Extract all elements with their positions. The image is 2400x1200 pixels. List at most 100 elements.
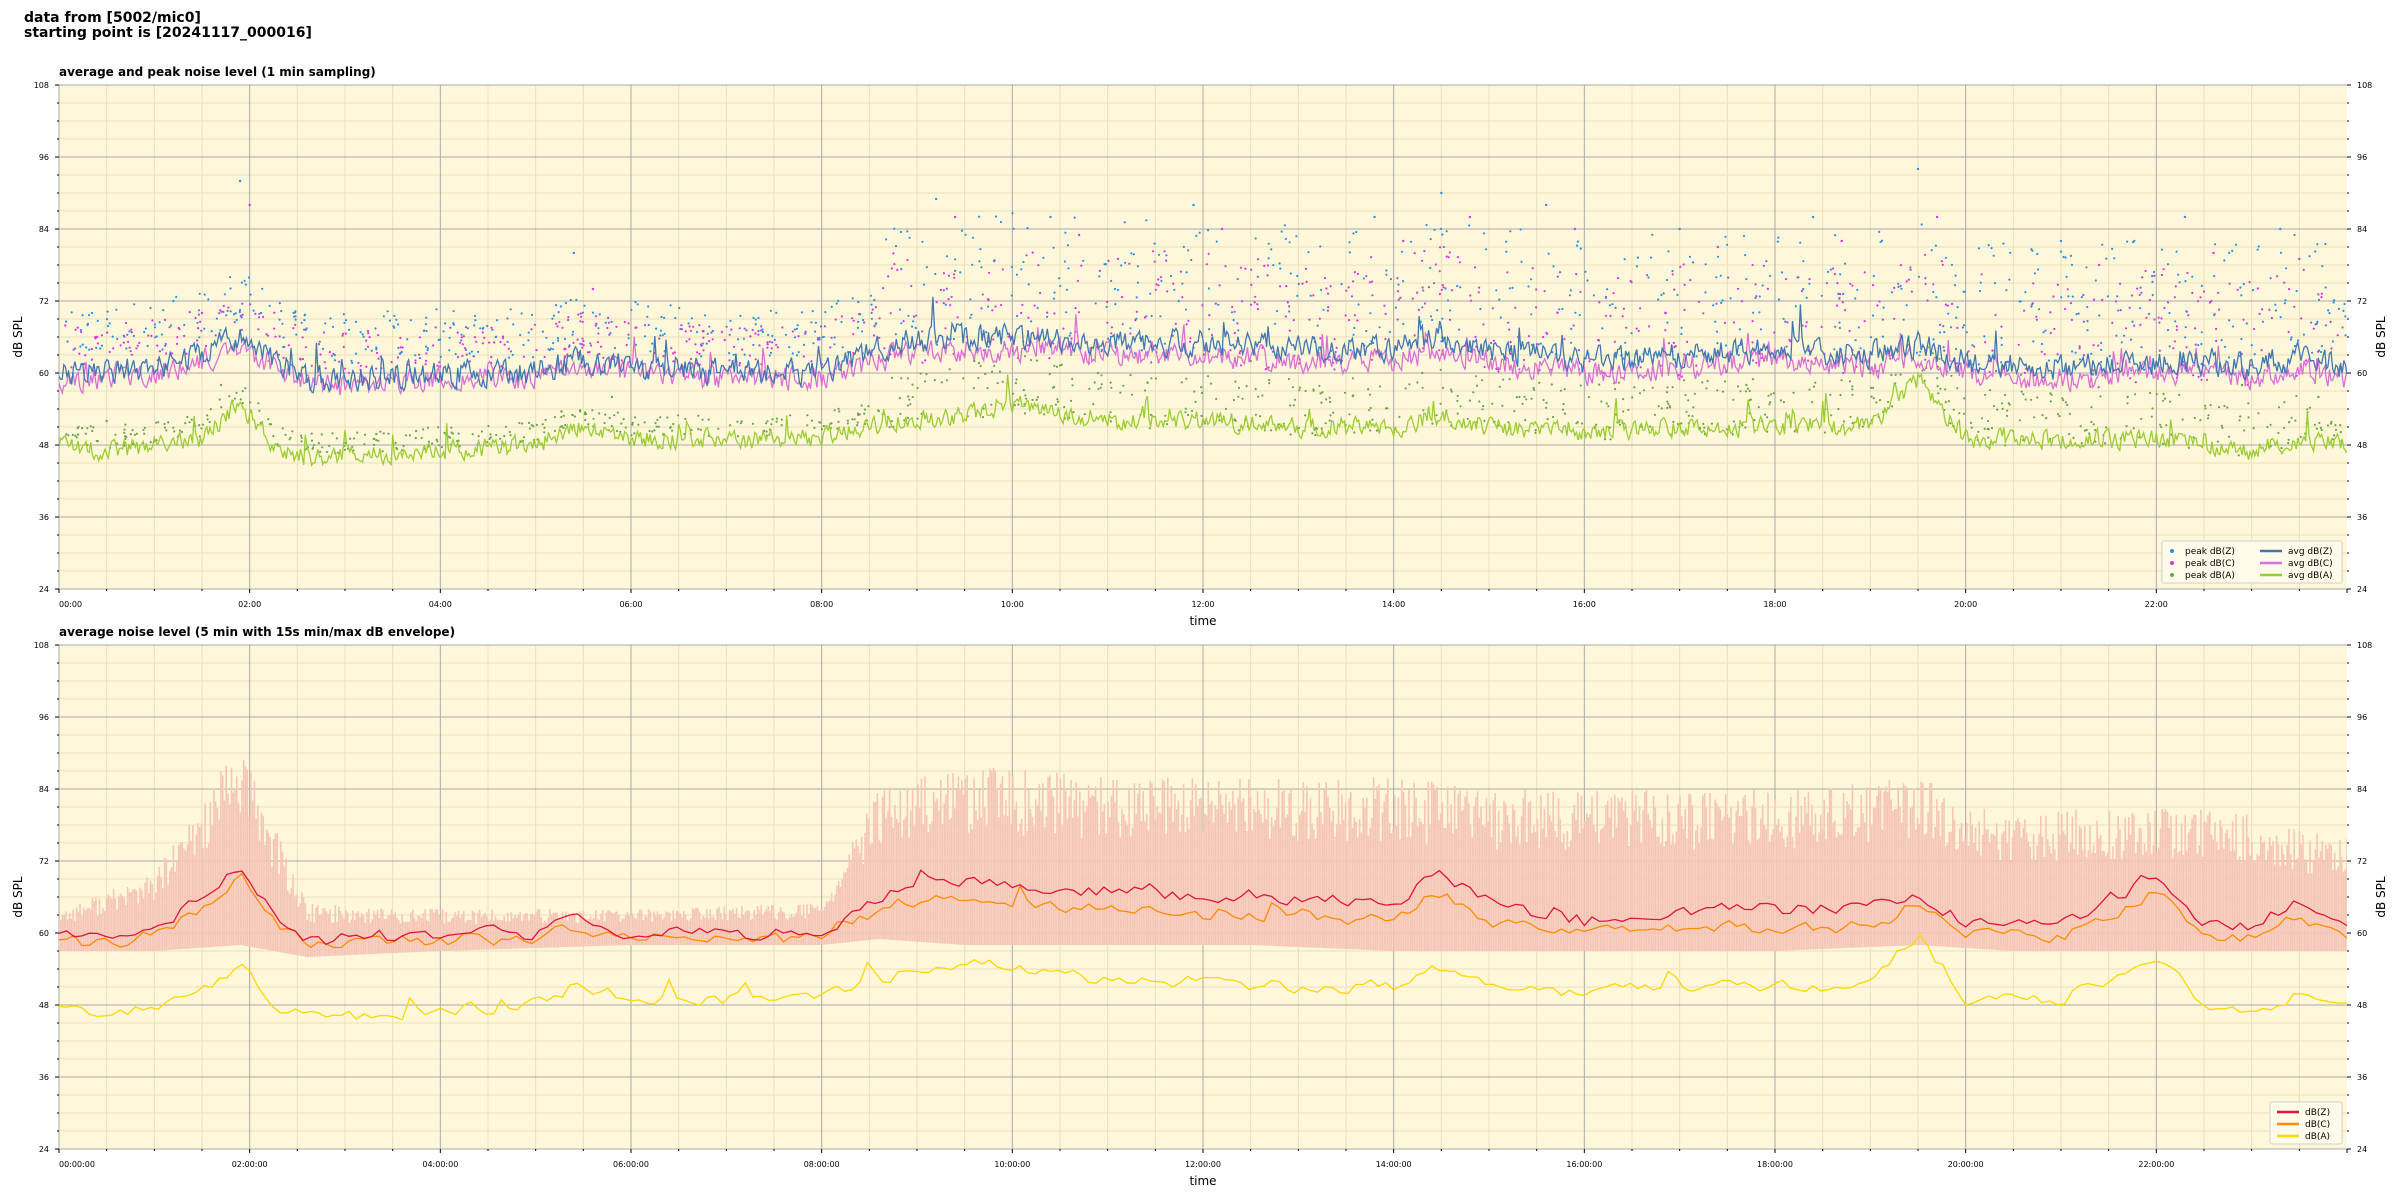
legend-top: peak dB(Z)peak dB(C)peak dB(A)avg dB(Z)a… — [2161, 540, 2343, 584]
peak-dot — [146, 344, 149, 348]
peak-dot — [473, 324, 476, 327]
peak-dot — [2158, 321, 2161, 324]
peak-dot — [95, 346, 98, 349]
peak-dot — [2221, 426, 2224, 429]
peak-dot — [1499, 316, 1502, 319]
peak-dot — [1448, 309, 1452, 312]
peak-dot — [2339, 431, 2342, 434]
peak-dot — [1315, 427, 1318, 430]
peak-dot — [1100, 374, 1103, 377]
peak-dot — [1289, 272, 1292, 275]
peak-dot — [1920, 223, 1923, 226]
peak-dot — [225, 314, 228, 317]
peak-dot — [1020, 268, 1023, 271]
c1-ytick-right-label: 96 — [2357, 713, 2367, 722]
peak-dot — [1965, 331, 1968, 334]
peak-dot — [536, 438, 539, 441]
peak-dot — [1931, 352, 1934, 355]
peak-dot — [1325, 398, 1328, 401]
peak-dot — [1429, 266, 1432, 269]
peak-dot — [607, 321, 611, 324]
peak-dot — [1031, 251, 1034, 254]
peak-dot — [666, 416, 669, 419]
peak-dot — [2018, 419, 2021, 422]
peak-dot — [885, 238, 888, 241]
peak-dot — [577, 313, 580, 316]
peak-dot — [649, 350, 652, 353]
peak-dot — [1680, 332, 1683, 336]
peak-dot — [520, 312, 523, 315]
peak-dot — [659, 329, 663, 332]
peak-dot — [473, 336, 476, 339]
peak-dot — [556, 337, 560, 340]
peak-dot — [522, 436, 526, 439]
peak-dot — [335, 437, 338, 440]
peak-dot — [1518, 395, 1521, 398]
peak-dot — [422, 428, 425, 431]
peak-dot — [598, 352, 601, 356]
peak-dot — [172, 426, 175, 429]
peak-dot — [1507, 321, 1510, 324]
peak-dot — [557, 339, 560, 342]
peak-dot — [729, 319, 732, 322]
peak-dot — [394, 441, 397, 445]
peak-dot — [2242, 318, 2245, 321]
peak-dot — [438, 361, 441, 364]
peak-dot — [784, 333, 788, 336]
peak-dot — [481, 342, 484, 345]
peak-dot — [1688, 255, 1691, 258]
peak-dot — [507, 356, 511, 359]
peak-dot — [1614, 388, 1617, 391]
peak-dot — [71, 433, 74, 436]
peak-dot — [643, 421, 646, 424]
peak-dot — [766, 346, 769, 349]
peak-dot — [1105, 305, 1108, 308]
peak-dot — [2208, 301, 2212, 304]
peak-dot — [266, 334, 269, 337]
peak-dot — [1891, 405, 1894, 408]
c0-ytick-right-label: 48 — [2357, 441, 2367, 450]
peak-dot — [281, 322, 284, 325]
peak-dot — [548, 348, 551, 352]
peak-dot — [1721, 299, 1724, 302]
peak-dot — [1649, 256, 1653, 259]
peak-dot — [387, 432, 390, 435]
c1-ytick-right-label: 72 — [2357, 857, 2367, 866]
peak-dot — [1295, 235, 1298, 238]
peak-dot — [298, 357, 302, 360]
peak-dot — [627, 337, 630, 340]
peak-dot — [2049, 331, 2052, 335]
peak-dot — [1483, 365, 1486, 369]
peak-dot — [1530, 397, 1533, 400]
peak-dot — [243, 279, 246, 282]
peak-dot — [240, 316, 243, 319]
peak-dot — [1573, 227, 1577, 231]
peak-dot — [1386, 407, 1389, 410]
peak-dot — [1348, 241, 1351, 244]
peak-dot — [2019, 373, 2023, 376]
peak-dot — [2115, 334, 2118, 337]
peak-dot — [1053, 312, 1056, 315]
peak-dot — [1768, 403, 1771, 406]
peak-dot — [1992, 404, 1996, 408]
peak-dot — [2104, 442, 2107, 445]
peak-dot — [1533, 388, 1536, 391]
c1-xtick-label: 06:00:00 — [613, 1160, 649, 1169]
peak-dot — [2094, 279, 2097, 282]
peak-dot — [1890, 373, 1893, 377]
peak-dot — [2257, 412, 2260, 415]
peak-dot — [1755, 361, 1758, 364]
peak-dot — [591, 409, 594, 412]
peak-dot — [222, 310, 225, 313]
peak-dot — [491, 328, 494, 331]
peak-dot — [462, 335, 465, 338]
peak-dot — [1353, 431, 1356, 434]
peak-dot — [2163, 397, 2167, 400]
peak-dot — [1802, 260, 1805, 263]
peak-dot — [1447, 256, 1450, 259]
peak-dot — [1319, 245, 1322, 248]
peak-dot — [1053, 364, 1056, 367]
peak-dot — [1527, 285, 1530, 288]
peak-dot — [2313, 423, 2316, 426]
peak-dot — [1043, 413, 1046, 416]
